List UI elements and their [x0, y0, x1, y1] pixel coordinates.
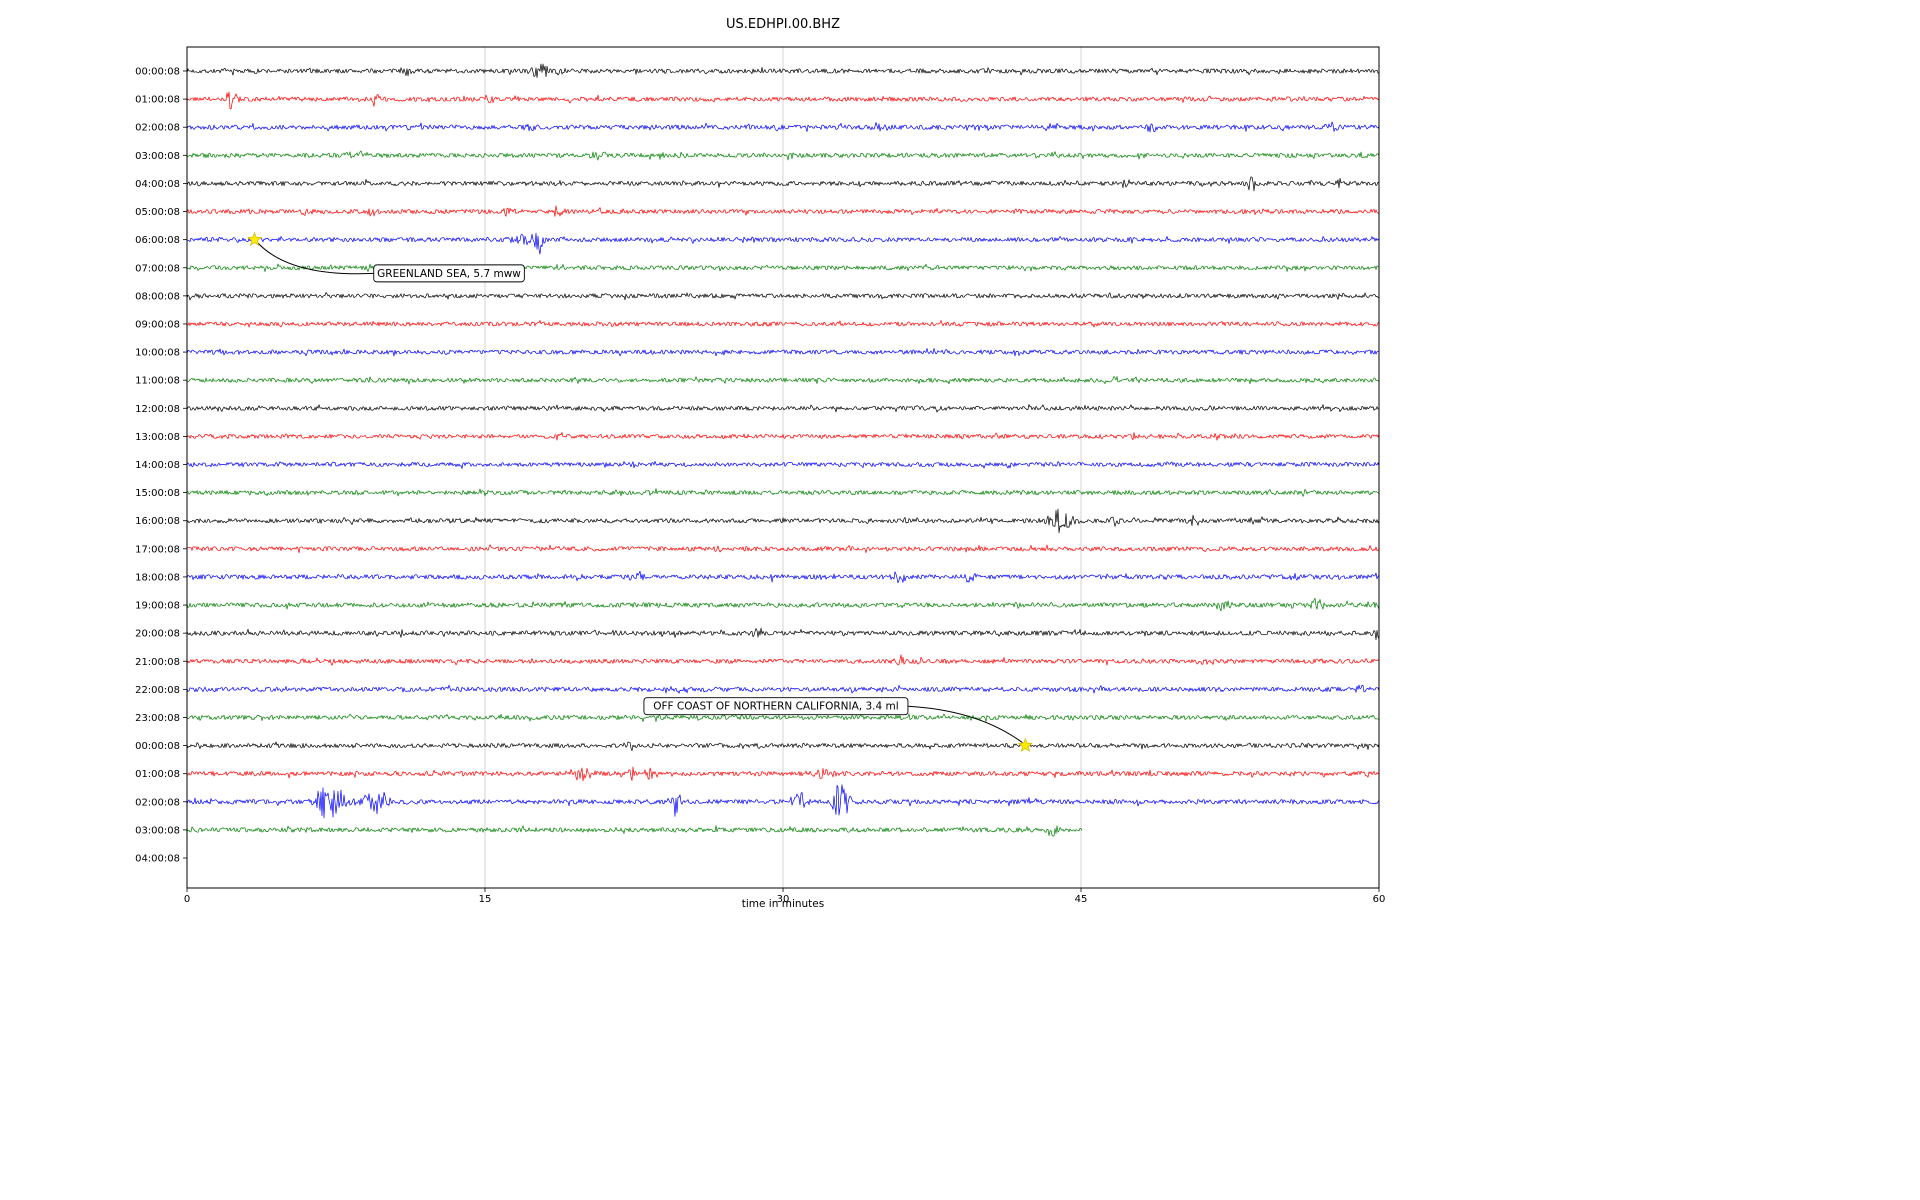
row-label: 01:00:08: [135, 95, 180, 106]
row-label: 07:00:08: [135, 263, 180, 274]
row-label: 08:00:08: [135, 291, 180, 302]
row-label: 12:00:08: [135, 404, 180, 415]
row-label: 13:00:08: [135, 432, 180, 443]
row-label: 16:00:08: [135, 516, 180, 527]
trace-row-4: [186, 176, 1380, 192]
row-label: 03:00:08: [135, 151, 180, 162]
trace-row-6: [187, 232, 1380, 255]
trace-row-16: [186, 508, 1380, 534]
row-label: 14:00:08: [135, 460, 180, 471]
row-label: 23:00:08: [135, 713, 180, 724]
trace-row-18: [186, 570, 1380, 584]
trace-row-26: [186, 784, 1380, 819]
trace-row-1: [186, 91, 1380, 110]
trace-row-19: [186, 597, 1380, 612]
x-tick-label: 30: [777, 894, 790, 905]
trace-row-13: [186, 432, 1380, 441]
row-label: 20:00:08: [135, 629, 180, 640]
trace-row-0: [186, 63, 1379, 78]
row-label: 04:00:08: [135, 854, 180, 865]
x-tick-label: 45: [1075, 894, 1088, 905]
row-label: 00:00:08: [135, 67, 180, 78]
trace-row-11: [187, 376, 1380, 385]
event-annotation-label: OFF COAST OF NORTHERN CALIFORNIA, 3.4 ml: [653, 701, 898, 713]
event-annotation-label: GREENLAND SEA, 5.7 mww: [377, 268, 521, 280]
trace-row-10: [186, 347, 1380, 357]
row-label: 17:00:08: [135, 544, 180, 555]
row-label: 15:00:08: [135, 488, 180, 499]
trace-row-25: [186, 766, 1380, 782]
row-label: 11:00:08: [135, 376, 180, 387]
row-label: 06:00:08: [135, 235, 180, 246]
trace-row-8: [186, 292, 1380, 301]
trace-row-21: [186, 654, 1380, 666]
trace-row-2: [186, 121, 1380, 133]
x-axis-label: time in minutes: [741, 898, 825, 910]
event-marker-star: [1017, 737, 1033, 752]
event-marker-star: [247, 231, 262, 246]
row-label: 05:00:08: [135, 207, 180, 218]
event-annotation-box: [643, 697, 909, 716]
trace-row-17: [186, 544, 1380, 554]
row-label: 22:00:08: [135, 685, 180, 696]
row-label: 02:00:08: [135, 123, 180, 134]
trace-row-15: [186, 488, 1380, 497]
trace-row-27: [186, 825, 1083, 837]
trace-row-14: [186, 460, 1380, 469]
row-label: 21:00:08: [135, 657, 180, 668]
row-label: 03:00:08: [135, 825, 180, 836]
annotation-connector: [907, 705, 1023, 743]
x-tick-label: 60: [1373, 894, 1386, 905]
row-label: 04:00:08: [135, 179, 180, 190]
trace-row-9: [186, 319, 1380, 328]
trace-row-24: [186, 741, 1380, 752]
x-tick-label: 0: [184, 894, 190, 905]
row-label: 10:00:08: [135, 348, 180, 359]
page-title: US.EDHPI.00.BHZ: [726, 17, 840, 32]
trace-row-5: [186, 205, 1380, 217]
x-tick-label: 15: [479, 894, 492, 905]
annotation-connector: [257, 242, 374, 275]
trace-row-20: [186, 627, 1380, 641]
row-label: 18:00:08: [135, 572, 180, 583]
event-annotation-box: [373, 264, 525, 283]
trace-row-22: [186, 684, 1380, 694]
row-label: 19:00:08: [135, 601, 180, 612]
row-label: 01:00:08: [135, 769, 180, 780]
row-label: 02:00:08: [135, 797, 180, 808]
trace-row-12: [186, 404, 1380, 413]
row-label: 09:00:08: [135, 319, 180, 330]
trace-row-23: [186, 713, 1380, 722]
trace-row-3: [186, 150, 1380, 161]
row-label: 00:00:08: [135, 741, 180, 752]
